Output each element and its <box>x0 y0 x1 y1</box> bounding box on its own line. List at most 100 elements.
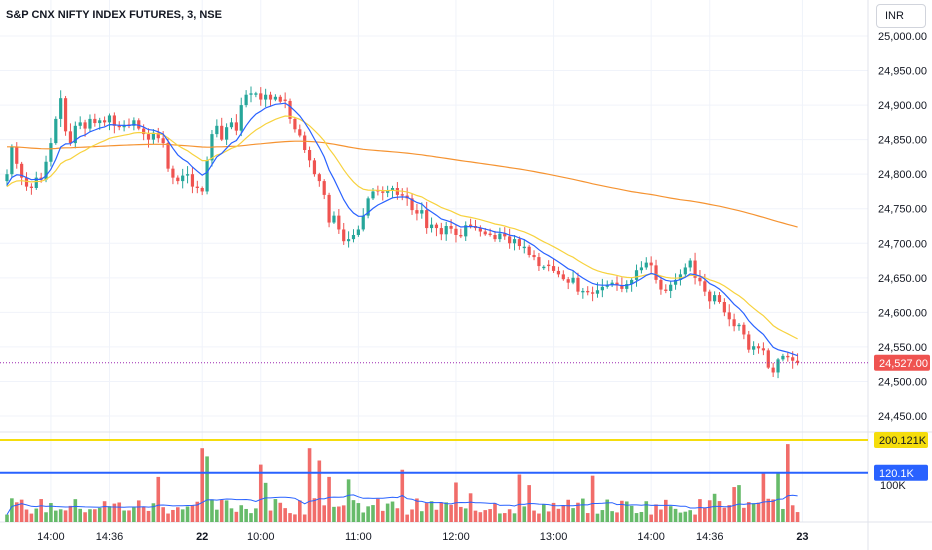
volume-bar <box>102 501 107 522</box>
volume-bar <box>664 499 668 522</box>
volume-bar <box>786 444 790 522</box>
ema-slow-line <box>7 140 798 228</box>
candle-body <box>517 239 521 247</box>
candle-body <box>54 118 58 144</box>
candle-body <box>5 174 9 182</box>
candle-body <box>103 120 107 123</box>
candle-body <box>234 122 238 131</box>
volume-bar <box>473 510 478 522</box>
volume-bar <box>39 499 43 522</box>
price-tick-label: 24,450.00 <box>878 411 927 423</box>
volume-bar <box>190 505 195 522</box>
candle-body <box>264 94 268 100</box>
candle-body <box>639 267 643 271</box>
candle-body <box>644 262 648 268</box>
candle-body <box>464 225 468 237</box>
candle-body <box>322 181 326 195</box>
volume-bar <box>356 503 361 522</box>
candle-body <box>478 228 482 232</box>
candle-body <box>693 260 697 278</box>
volume-bar <box>327 476 331 522</box>
volume-bar <box>576 502 580 522</box>
volume-bar <box>332 506 336 522</box>
volume-bar <box>73 499 78 522</box>
candle-body <box>63 98 68 132</box>
candle-body <box>683 267 687 275</box>
volume-bar <box>200 448 204 522</box>
candle-body <box>29 186 33 188</box>
candle-body <box>532 255 536 258</box>
time-tick-label: 10:00 <box>247 531 275 543</box>
candle-body <box>498 233 502 240</box>
volume-bar <box>63 510 68 522</box>
candle-body <box>469 224 473 226</box>
volume-bar <box>346 479 351 522</box>
candle-body <box>283 99 287 101</box>
volume-bar <box>644 501 649 522</box>
volume-bar <box>166 513 170 522</box>
candle-body <box>444 226 448 235</box>
candle-body <box>68 131 73 144</box>
volume-bar <box>127 510 131 522</box>
candle-body <box>591 292 595 294</box>
currency-button[interactable]: INR <box>876 4 926 28</box>
candle-body <box>190 174 195 187</box>
volume-bar <box>449 504 453 522</box>
volume-axis-label: 100K <box>880 480 906 492</box>
volume-bar <box>83 512 87 522</box>
candle-body <box>298 129 302 136</box>
volume-bar <box>502 513 507 522</box>
volume-bar <box>751 503 756 522</box>
volume-bar <box>639 511 644 522</box>
candle-body <box>732 319 736 327</box>
last-price-tag <box>874 354 930 371</box>
candle-body <box>10 146 14 175</box>
volume-bar <box>566 499 570 522</box>
volume-bar <box>600 510 605 522</box>
volume-bar <box>10 498 14 522</box>
volume-bar <box>293 514 297 522</box>
time-tick-label: 14:00 <box>37 531 65 543</box>
volume-bar <box>132 507 136 522</box>
candle-body <box>420 210 424 214</box>
volume-bar <box>49 503 53 522</box>
candle-body <box>88 118 92 129</box>
candle-body <box>698 277 702 282</box>
candle-body <box>229 122 234 128</box>
candle-body <box>571 277 575 283</box>
volume-bar <box>771 499 775 522</box>
candle-body <box>273 96 277 100</box>
candle-body <box>381 191 385 193</box>
candle-body <box>449 226 453 229</box>
candle-body <box>752 346 756 350</box>
candle-body <box>44 161 48 180</box>
price-tick-label: 24,900.00 <box>878 100 927 112</box>
volume-bar <box>14 502 19 522</box>
volume-bar <box>224 500 229 522</box>
volume-bar <box>273 499 278 522</box>
volume-bar <box>595 513 600 522</box>
candle-body <box>434 224 439 229</box>
volume-bar <box>385 503 390 522</box>
volume-bar <box>605 499 610 522</box>
volume-bar <box>712 493 717 522</box>
candle-body <box>459 234 463 237</box>
candle-body <box>312 160 317 175</box>
volume-bar <box>590 475 595 522</box>
candle-body <box>771 367 775 373</box>
candle-body <box>366 198 370 216</box>
candle-body <box>522 246 526 249</box>
volume-bar <box>478 512 483 522</box>
volume-bar <box>341 505 346 522</box>
volume-bar <box>244 508 248 522</box>
volume-bar <box>463 508 468 522</box>
candle-body <box>576 277 580 292</box>
candle-body <box>371 191 375 199</box>
volume-bar <box>371 505 375 522</box>
volume-bar <box>790 505 795 522</box>
volume-bar <box>117 502 122 522</box>
volume-bar <box>542 504 546 522</box>
candle-body <box>205 160 209 192</box>
